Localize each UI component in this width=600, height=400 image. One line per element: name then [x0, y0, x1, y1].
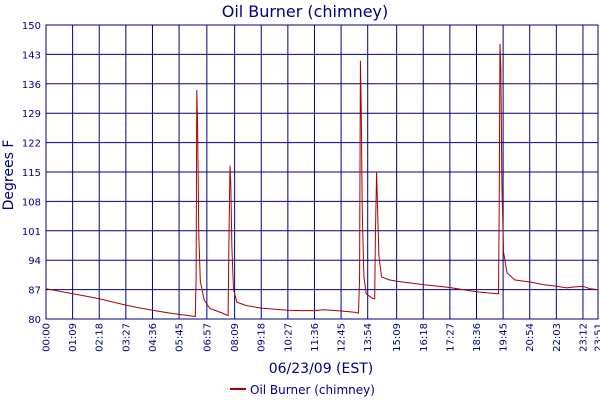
x-tick-label: 18:36	[472, 323, 483, 352]
x-tick-label: 13:54	[363, 323, 374, 352]
series-line-oil-burner	[45, 43, 599, 318]
x-tick-label: 01:09	[68, 323, 79, 352]
x-tick-label: 04:36	[148, 323, 159, 352]
plot-area	[45, 24, 599, 320]
x-tick-label: 17:27	[445, 323, 456, 352]
x-tick-label: 23:12	[578, 323, 589, 352]
x-tick-label: 20:54	[525, 323, 536, 352]
y-tick-label: 122	[22, 139, 41, 150]
y-tick-label: 108	[22, 197, 41, 208]
y-axis-label: Degrees F	[1, 140, 17, 211]
x-axis: 00:00 01:09 02:18 03:27 04:36 05:45 06:57 08:09…	[42, 323, 600, 352]
x-tick-label: 06:57	[202, 323, 213, 352]
x-tick-label: 12:45	[337, 323, 348, 352]
x-tick-label: 22:03	[552, 323, 563, 352]
chart-grid	[45, 24, 599, 320]
y-tick-label: 136	[22, 80, 41, 91]
y-axis: 80 87 94 101 108 115 122 129 136 143 150	[22, 21, 41, 326]
x-tick-label: 15:09	[392, 323, 403, 352]
x-tick-label: 23:51	[594, 323, 600, 352]
x-tick-label: 11:36	[310, 323, 321, 352]
x-tick-label: 09:18	[257, 323, 268, 352]
x-tick-label: 10:27	[283, 323, 294, 352]
y-tick-label: 80	[28, 315, 41, 326]
y-tick-label: 87	[28, 286, 41, 297]
legend-label: Oil Burner (chimney)	[250, 383, 375, 397]
x-tick-label: 19:45	[499, 323, 510, 352]
x-tick-label: 08:09	[230, 323, 241, 352]
chart-title: Oil Burner (chimney)	[222, 2, 389, 21]
x-axis-label: 06/23/09 (EST)	[269, 361, 374, 377]
y-tick-label: 101	[22, 227, 41, 238]
y-tick-label: 143	[22, 50, 41, 61]
y-tick-label: 115	[22, 168, 41, 179]
x-tick-label: 16:18	[419, 323, 430, 352]
y-tick-label: 150	[22, 21, 41, 32]
y-tick-label: 94	[28, 256, 41, 267]
x-tick-label: 03:27	[121, 323, 132, 352]
x-tick-label: 02:18	[95, 323, 106, 352]
y-tick-label: 129	[22, 109, 41, 120]
x-tick-label: 00:00	[42, 323, 53, 352]
x-tick-label: 05:45	[175, 323, 186, 352]
legend: Oil Burner (chimney)	[230, 383, 375, 397]
